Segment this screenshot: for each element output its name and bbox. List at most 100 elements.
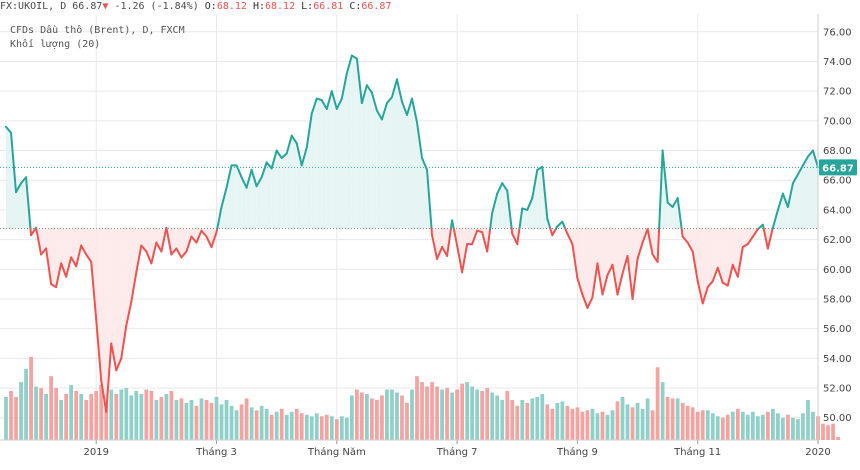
volume-bar	[510, 399, 515, 440]
volume-bar	[154, 399, 159, 440]
price-segment	[691, 250, 699, 283]
volume-bar	[811, 411, 815, 440]
volume-bar	[600, 411, 605, 440]
volume-bar	[259, 405, 264, 440]
price-segment	[390, 78, 398, 99]
volume-bar	[520, 399, 525, 440]
volume-bar	[385, 389, 389, 440]
price-segment	[441, 246, 449, 257]
volume-bar	[109, 389, 114, 440]
volume-bar	[239, 404, 244, 440]
area-segment	[587, 228, 593, 308]
volume-bar	[344, 417, 349, 440]
volume-bar	[129, 395, 134, 440]
price-line	[5, 54, 819, 413]
price-segment	[646, 228, 654, 256]
price-segment	[15, 182, 23, 194]
price-segment	[666, 201, 674, 208]
area-segment	[637, 228, 643, 259]
price-segment	[686, 241, 694, 253]
price-segment	[80, 244, 88, 256]
price-segment	[526, 197, 534, 211]
volume-bar	[410, 389, 414, 440]
volume-bar	[114, 393, 119, 440]
volume-bar	[254, 410, 259, 440]
area-segment	[802, 156, 808, 229]
volume-bar	[224, 399, 229, 440]
volume-bar	[540, 393, 545, 440]
series-title: CFDs Dầu thô (Brent), D, FXCM	[10, 25, 185, 36]
price-segment	[185, 235, 193, 253]
volume-bar	[124, 388, 129, 440]
area-segment	[71, 228, 77, 267]
area-segment	[376, 110, 382, 229]
volume-bar	[755, 416, 760, 440]
area-segment	[597, 228, 603, 295]
price-segment	[395, 78, 403, 103]
price-segment	[776, 192, 784, 211]
price-segment	[781, 192, 789, 208]
price-segment	[791, 173, 799, 185]
price-segment	[345, 54, 353, 75]
price-segment	[155, 241, 163, 253]
area-segment	[86, 228, 92, 262]
price-segment	[762, 227, 769, 250]
price-segment	[105, 342, 113, 413]
volume-bar	[685, 405, 690, 440]
y-tick-label: 68.00	[823, 146, 852, 157]
area-segment	[687, 228, 693, 252]
volume-bar	[645, 398, 650, 440]
volume-bar	[264, 408, 269, 440]
volume-bar	[29, 356, 33, 440]
y-tick-label: 62.00	[823, 235, 852, 246]
price-segment	[70, 256, 78, 268]
area-segment	[261, 162, 267, 229]
area-segment	[356, 58, 362, 229]
volume-bar	[725, 414, 730, 440]
area-segment	[732, 228, 738, 277]
volume-bar	[139, 393, 144, 440]
price-segment	[75, 244, 83, 268]
volume-bar	[334, 419, 339, 440]
area-segment	[181, 228, 187, 258]
volume-bar	[590, 408, 595, 440]
area-segment	[241, 177, 247, 229]
area-segment	[396, 79, 402, 229]
price-segment	[576, 277, 584, 296]
volume-bar	[515, 405, 520, 440]
price-segment	[275, 149, 283, 159]
price-segment	[421, 156, 429, 171]
price-segment	[165, 227, 173, 256]
price-segment	[631, 257, 639, 300]
volume-bar	[620, 396, 625, 440]
volume-bar	[299, 413, 304, 440]
area-segment	[231, 165, 237, 229]
price-segment	[516, 227, 521, 246]
volume-bar	[370, 398, 374, 440]
price-segment	[115, 357, 123, 372]
volume-bar	[375, 399, 379, 440]
price-segment	[205, 235, 213, 249]
volume-bar	[294, 408, 299, 440]
area-segment	[336, 98, 342, 229]
price-segment	[716, 266, 724, 284]
price-segment	[335, 97, 343, 110]
volume-bar	[585, 410, 590, 440]
volume-bar	[99, 385, 104, 440]
volume-bar	[575, 407, 580, 440]
price-segment	[110, 342, 118, 372]
price-segment	[811, 149, 819, 169]
price-segment	[175, 247, 183, 259]
price-segment	[551, 227, 558, 237]
volume-bar	[690, 407, 695, 440]
volume-bar	[74, 391, 79, 440]
price-segment	[35, 227, 43, 256]
price-segment	[400, 100, 408, 116]
price-segment	[95, 318, 103, 382]
y-tick-label: 56.00	[823, 324, 852, 335]
area-segment	[371, 92, 377, 229]
area-segment	[467, 228, 473, 245]
price-segment	[375, 109, 383, 121]
price-segment	[531, 168, 539, 200]
